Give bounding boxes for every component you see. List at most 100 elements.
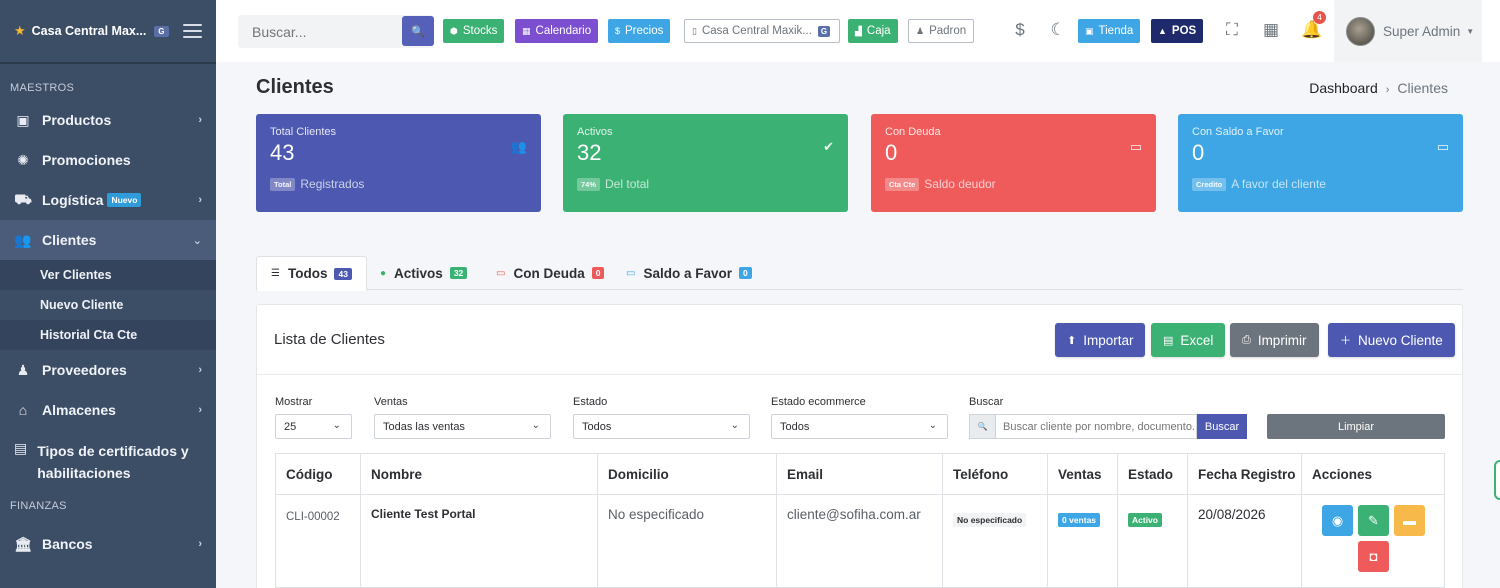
brand-name[interactable]: Casa Central Max...: [31, 24, 147, 38]
calendar-icon: ▦: [522, 25, 531, 36]
clients-table: Código Nombre Domicilio Email Teléfono V…: [275, 453, 1445, 588]
calendario-button[interactable]: ▦ Calendario: [515, 19, 599, 43]
global-search: [238, 15, 434, 48]
table-row[interactable]: CLI-00002 Cliente Test Portal No especif…: [276, 495, 1444, 587]
sidebar-item-clientes[interactable]: 👥 Clientes ⌄: [0, 220, 216, 260]
client-search-input[interactable]: [995, 414, 1197, 439]
view-button[interactable]: ◉: [1322, 505, 1353, 536]
client-search-button[interactable]: Buscar: [1197, 414, 1247, 439]
chevron-down-icon: ⌄: [192, 234, 202, 247]
side-widget-handle[interactable]: [1494, 460, 1500, 500]
importar-label: Importar: [1083, 332, 1134, 348]
sidebar-item-label: Logística: [42, 192, 104, 208]
chevron-right-icon: ›: [198, 364, 202, 376]
stat-pill: Cta Cte: [885, 177, 920, 191]
importar-button[interactable]: ⬆ Importar: [1055, 323, 1146, 357]
breadcrumb-dashboard[interactable]: Dashboard: [1309, 80, 1378, 96]
eye-icon: ◉: [1331, 512, 1344, 528]
column-header[interactable]: Teléfono: [943, 454, 1048, 494]
sidebar-item-almacenes[interactable]: ⌂ Almacenes ›: [0, 390, 216, 430]
column-header[interactable]: Email: [777, 454, 943, 494]
stat-pill: Credito: [1192, 177, 1227, 191]
fullscreen-icon[interactable]: ⛶: [1226, 20, 1238, 39]
tab-label: Activos: [394, 265, 443, 281]
stocks-button[interactable]: ⬢ Stocks: [443, 19, 505, 43]
sidebar-item-label: Clientes: [42, 232, 97, 248]
upload-icon: ⬆: [1067, 334, 1077, 347]
sucursal-selector[interactable]: ▯ Casa Central Maxik... G: [684, 19, 840, 43]
padron-button[interactable]: ♟ Padron: [908, 19, 975, 43]
money-icon: ▬: [1403, 513, 1416, 528]
chevron-down-icon: ⌄: [730, 420, 739, 431]
truck-icon: ⛟: [14, 190, 32, 207]
store-icon: ▣: [1085, 25, 1094, 36]
sidebar-item-promociones[interactable]: ✺ Promociones: [0, 140, 216, 180]
filter-label-mostrar: Mostrar: [275, 396, 313, 408]
global-search-button[interactable]: 🔍: [402, 16, 434, 46]
tab-label: Saldo a Favor: [643, 265, 732, 281]
pos-button[interactable]: ▲ POS: [1151, 19, 1204, 43]
nuevo-cliente-button[interactable]: ＋ Nuevo Cliente: [1328, 323, 1455, 357]
apps-grid-icon[interactable]: ▦: [1262, 20, 1280, 39]
cash-register-icon: ▟: [855, 25, 862, 36]
column-header[interactable]: Código: [276, 454, 361, 494]
sidebar-item-logistica[interactable]: ⛟ Logística Nuevo ›: [0, 180, 216, 220]
chevron-down-icon: ▼: [1466, 26, 1475, 36]
stat-label: Total Clientes: [270, 126, 337, 138]
column-header[interactable]: Ventas: [1048, 454, 1118, 494]
bell-icon[interactable]: 🔔: [1301, 20, 1323, 39]
currency-icon[interactable]: $: [1015, 20, 1025, 39]
delete-button[interactable]: ◘: [1358, 541, 1389, 572]
account-button[interactable]: ▬: [1394, 505, 1425, 536]
sidebar-item-proveedores[interactable]: ♟ Proveedores ›: [0, 350, 216, 390]
mostrar-select[interactable]: 25 ⌄: [275, 414, 352, 439]
moon-icon[interactable]: ☾: [1050, 20, 1066, 39]
estado-ecommerce-select[interactable]: Todos ⌄: [771, 414, 948, 439]
check-circle-icon: ●: [380, 267, 387, 279]
sidebar-subitem-nuevo-cliente[interactable]: Nuevo Cliente: [40, 298, 124, 312]
caja-button[interactable]: ▟ Caja: [848, 19, 898, 43]
person-icon: ♟: [16, 361, 30, 378]
sidebar-subitem-historial[interactable]: Historial Cta Cte: [0, 320, 216, 350]
tab-todos[interactable]: ☰ Todos 43: [256, 256, 367, 291]
tab-saldo-favor[interactable]: ▭ Saldo a Favor 0: [612, 256, 766, 290]
sidebar-subitem-ver-clientes[interactable]: Ver Clientes: [0, 260, 216, 290]
cell-nombre[interactable]: Cliente Test Portal: [361, 495, 598, 587]
ventas-select[interactable]: Todas las ventas ⌄: [374, 414, 551, 439]
estado-select[interactable]: Todos ⌄: [573, 414, 750, 439]
tab-activos[interactable]: ● Activos 32: [366, 256, 481, 290]
search-icon: 🔍: [411, 25, 425, 38]
excel-button[interactable]: ▤ Excel: [1151, 323, 1226, 357]
imprimir-button[interactable]: ⎙ Imprimir: [1230, 323, 1319, 357]
limpiar-button[interactable]: Limpiar: [1267, 414, 1445, 439]
credit-card-icon: ▭: [1129, 139, 1142, 154]
global-search-input[interactable]: [238, 15, 398, 48]
sucursal-label: Casa Central Maxik...: [701, 25, 812, 37]
sidebar: ★ Casa Central Max... G MAESTROS ▣ Produ…: [0, 0, 216, 588]
edit-button[interactable]: ✎: [1358, 505, 1389, 536]
page-title: Clientes: [256, 76, 334, 98]
client-search: 🔍 Buscar: [969, 414, 1247, 439]
column-header[interactable]: Estado: [1118, 454, 1188, 494]
hamburger-menu-icon[interactable]: [183, 20, 202, 42]
table-header: Código Nombre Domicilio Email Teléfono V…: [276, 454, 1444, 495]
sidebar-item-certificados[interactable]: ▤ Tipos de certificados y habilitaciones: [0, 430, 216, 492]
cell-ventas: 0 ventas: [1048, 495, 1118, 587]
dollar-icon: $: [615, 26, 621, 36]
sidebar-item-productos[interactable]: ▣ Productos ›: [0, 100, 216, 140]
column-header[interactable]: Fecha Registro: [1188, 454, 1302, 494]
divider: [257, 374, 1462, 375]
column-header: Acciones: [1312, 466, 1373, 482]
tab-con-deuda[interactable]: ▭ Con Deuda 0: [482, 256, 618, 290]
users-icon: 👥: [510, 139, 527, 154]
sidebar-item-bancos[interactable]: 🏛 Bancos ›: [0, 524, 216, 564]
sidebar-item-label: Productos: [42, 112, 112, 128]
brand-badge: G: [154, 25, 169, 37]
column-header[interactable]: Domicilio: [598, 454, 777, 494]
precios-button[interactable]: $ Precios: [608, 19, 671, 43]
tienda-button[interactable]: ▣ Tienda: [1078, 19, 1141, 43]
column-header[interactable]: Nombre: [361, 454, 598, 494]
tab-label: Todos: [287, 266, 328, 281]
section-label-finanzas: FINANZAS: [10, 500, 67, 512]
user-menu[interactable]: Super Admin ▼: [1334, 0, 1482, 62]
